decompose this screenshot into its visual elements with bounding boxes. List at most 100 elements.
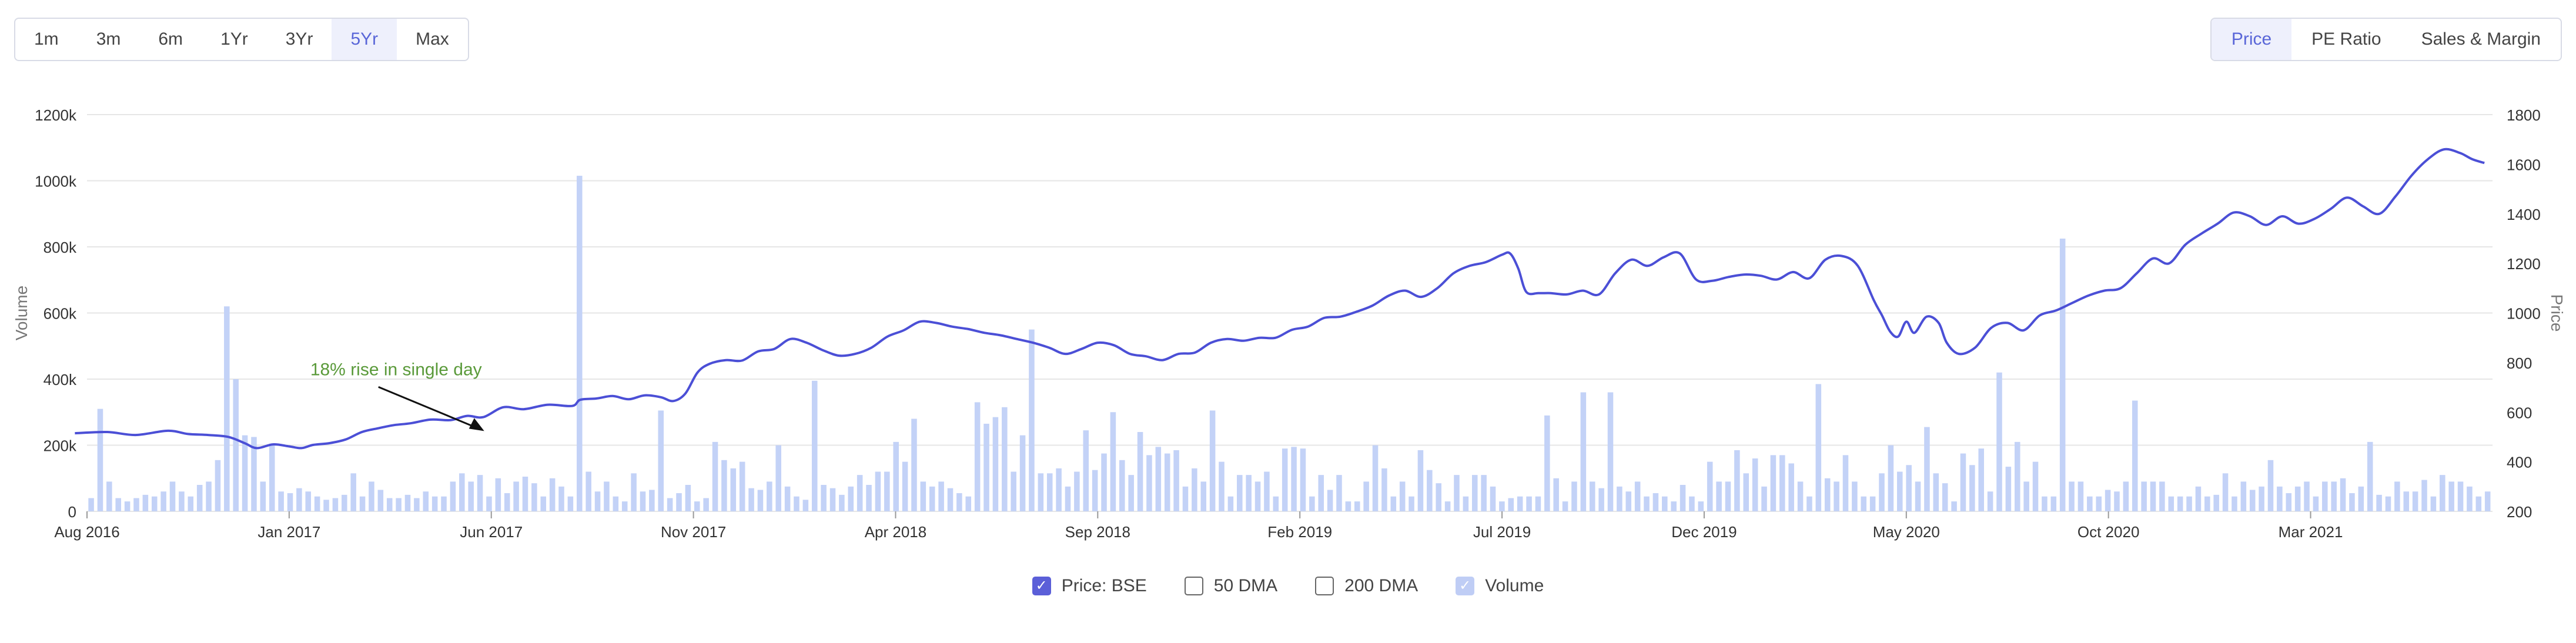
- volume-bar: [911, 418, 917, 511]
- volume-bar: [2232, 496, 2237, 511]
- legend-price[interactable]: ✓ Price: BSE: [1032, 576, 1147, 596]
- price-volume-chart: 0 200k 400k 600k 800k 1000k 1200k 200 400 600 800 1…: [12, 106, 2566, 541]
- volume-bar: [369, 481, 374, 511]
- volume-bar: [115, 498, 121, 511]
- volume-bar: [757, 490, 764, 511]
- volume-bar: [531, 483, 537, 511]
- volume-bar: [1852, 481, 1858, 511]
- volume-bar: [1011, 471, 1016, 511]
- volume-bar: [1318, 475, 1324, 511]
- volume-bar: [1444, 501, 1451, 511]
- volume-bar: [305, 491, 312, 511]
- legend-price-label: Price: BSE: [1061, 576, 1147, 595]
- volume-bar: [1481, 475, 1487, 511]
- view-pe-ratio-button[interactable]: PE Ratio: [2291, 19, 2401, 60]
- range-1yr-button[interactable]: 1Yr: [202, 19, 267, 60]
- volume-bar: [2168, 496, 2174, 511]
- volume-bar: [2096, 496, 2102, 511]
- volume-bar: [477, 475, 483, 511]
- volume-bar: [1761, 486, 1767, 511]
- volume-bar: [1625, 491, 1632, 511]
- volume-bar: [2005, 467, 2012, 511]
- volume-bar: [396, 498, 402, 511]
- volume-bar: [784, 486, 791, 511]
- range-5yr-button[interactable]: 5Yr: [332, 19, 397, 60]
- range-3m-button[interactable]: 3m: [78, 19, 140, 60]
- volume-bar: [1644, 496, 1650, 511]
- volume-bar: [269, 443, 275, 511]
- volume-bar: [567, 496, 574, 511]
- volume-bar: [2484, 491, 2491, 511]
- volume-bar: [233, 379, 239, 511]
- volume-bar: [1092, 470, 1098, 511]
- volume-bar: [1770, 455, 1777, 511]
- volume-bar: [2277, 486, 2283, 511]
- volume-bar: [1969, 465, 1975, 511]
- y-right-tick-label: 1600: [2507, 156, 2541, 173]
- volume-bar: [522, 476, 528, 511]
- volume-bar: [2430, 496, 2437, 511]
- volume-bar: [703, 498, 709, 511]
- x-tick-label: Jan 2017: [257, 523, 320, 541]
- range-6m-button[interactable]: 6m: [139, 19, 202, 60]
- volume-bar: [1019, 435, 1026, 511]
- check-icon[interactable]: ✓: [1456, 577, 1475, 595]
- y-left-tick-label: 0: [68, 503, 76, 521]
- volume-bar: [1399, 481, 1406, 511]
- volume-bar: [1924, 427, 1930, 511]
- check-icon[interactable]: ✓: [1032, 577, 1051, 595]
- view-sales-margin-button[interactable]: Sales & Margin: [2401, 19, 2561, 60]
- legend-200dma[interactable]: 200 DMA: [1315, 576, 1418, 596]
- volume-bar: [513, 481, 519, 511]
- volume-bar: [1815, 384, 1822, 511]
- range-max-button[interactable]: Max: [397, 19, 468, 60]
- y-right-tick-label: 1000: [2507, 305, 2541, 323]
- view-price-button[interactable]: Price: [2211, 19, 2292, 60]
- legend-50dma[interactable]: 50 DMA: [1184, 576, 1277, 596]
- volume-bar: [649, 490, 655, 511]
- volume-bar: [2331, 481, 2337, 511]
- volume-bar: [974, 402, 981, 511]
- volume-bar: [377, 490, 384, 511]
- volume-bar: [332, 498, 339, 511]
- volume-bar: [314, 496, 320, 511]
- checkbox-icon[interactable]: [1184, 577, 1203, 595]
- volume-bar: [1680, 485, 1686, 511]
- volume-bar: [1029, 329, 1035, 511]
- volume-bar: [730, 468, 737, 511]
- x-tick-label: May 2020: [1873, 523, 1940, 541]
- y-left-tick-label: 800k: [44, 239, 77, 256]
- volume-bar: [2340, 478, 2346, 511]
- volume-bar: [1101, 453, 1107, 511]
- volume-bar: [1463, 496, 1469, 511]
- volume-bar: [2222, 473, 2229, 511]
- volume-bar: [1535, 496, 1541, 511]
- legend-volume[interactable]: ✓ Volume: [1456, 576, 1544, 596]
- volume-bar: [97, 408, 103, 511]
- x-tick-label: Feb 2019: [1267, 523, 1332, 541]
- volume-bar: [748, 488, 754, 511]
- volume-bar: [2286, 493, 2292, 511]
- volume-bar: [829, 488, 836, 511]
- volume-bar: [2032, 461, 2039, 511]
- volume-bar: [1002, 407, 1008, 511]
- checkbox-icon[interactable]: [1315, 577, 1334, 595]
- range-1m-button[interactable]: 1m: [15, 19, 78, 60]
- volume-bar: [1571, 481, 1577, 511]
- y-left-tick-label: 400k: [44, 371, 77, 389]
- volume-bar: [2294, 486, 2301, 511]
- volume-bar: [2448, 481, 2454, 511]
- volume-bar: [848, 486, 854, 511]
- volume-bar: [1065, 486, 1071, 511]
- price-line: [75, 148, 2485, 450]
- volume-bar: [2249, 490, 2256, 511]
- range-3yr-button[interactable]: 3Yr: [267, 19, 332, 60]
- volume-bar: [1128, 475, 1134, 511]
- volume-bar: [1589, 481, 1595, 511]
- y-left-tick-label: 200k: [44, 437, 77, 455]
- volume-bar: [459, 473, 465, 511]
- volume-bar: [1182, 486, 1189, 511]
- volume-bar: [667, 498, 673, 511]
- volume-bar: [251, 437, 257, 511]
- volume-bar: [404, 494, 411, 511]
